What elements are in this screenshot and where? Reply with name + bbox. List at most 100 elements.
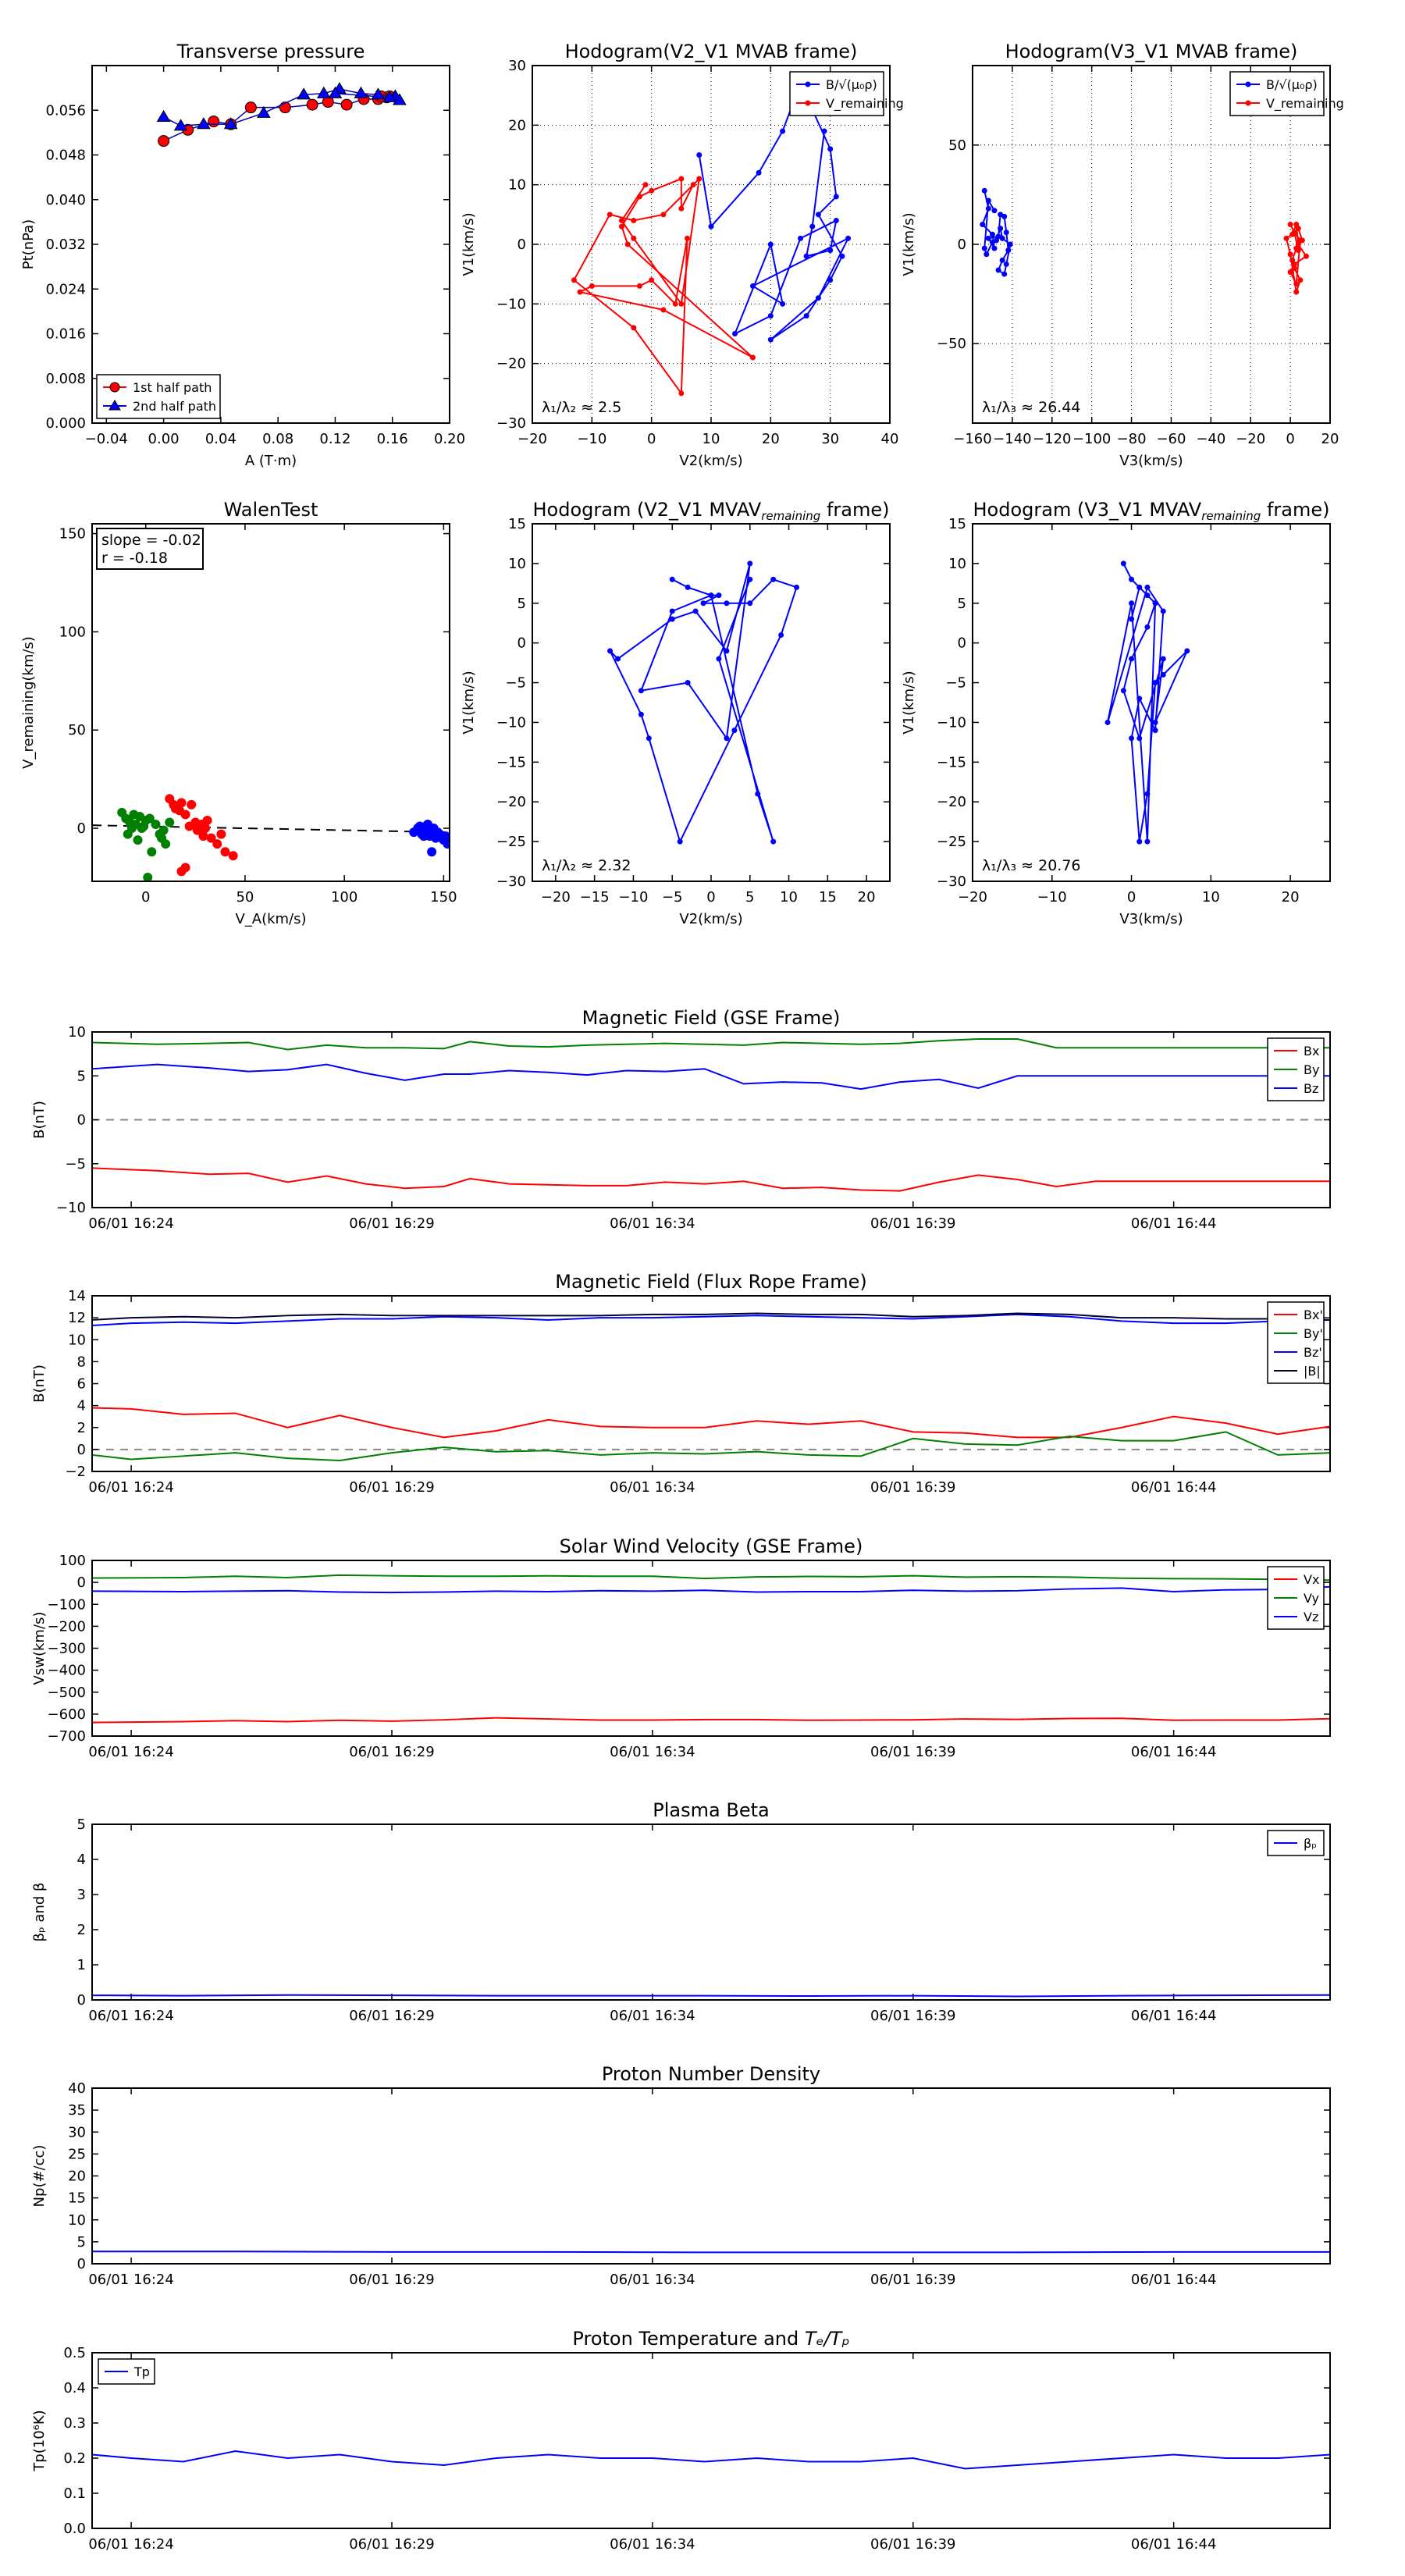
y-tick-label: 100 [59, 1553, 86, 1569]
data-point [133, 835, 143, 845]
data-point [770, 576, 777, 582]
plot-frame [91, 1823, 1331, 2001]
y-axis-label: Pt(nPa) [20, 219, 37, 269]
data-point [833, 217, 839, 223]
data-point [815, 212, 821, 218]
data-point [649, 277, 655, 283]
data-point [1293, 289, 1300, 295]
plot-frame [532, 65, 891, 424]
y-tick-label: 15 [68, 2190, 86, 2207]
data-point [1003, 229, 1009, 236]
data-point [571, 277, 577, 283]
data-point [1144, 584, 1151, 590]
data-point [1129, 656, 1135, 662]
x-tick-label: 06/01 16:34 [610, 1215, 695, 1232]
data-point [577, 289, 583, 295]
y-tick-label: 0.5 [63, 2345, 86, 2361]
data-point [1005, 247, 1012, 254]
data-point [144, 813, 155, 824]
chart-title: Hodogram(V2_V1 MVAB frame) [565, 41, 858, 62]
y-tick-label: −15 [937, 754, 966, 770]
y-tick-label: 0.048 [45, 148, 86, 164]
data-point [158, 135, 170, 148]
series-line-0 [92, 2250, 1330, 2254]
y-tick-label: 50 [68, 722, 86, 738]
x-tick-label: 06/01 16:44 [1131, 1215, 1216, 1232]
plot-area [92, 1312, 1330, 1461]
x-tick-label: −160 [953, 431, 991, 447]
data-point [660, 212, 667, 218]
legend: Vx Vy Vz [1267, 1566, 1325, 1630]
y-tick-label: 0.3 [63, 2415, 86, 2432]
data-point [678, 301, 685, 307]
x-tick-label: 06/01 16:34 [610, 2536, 695, 2553]
y-tick-label: 100 [59, 624, 86, 640]
x-tick-label: −100 [1072, 431, 1111, 447]
y-tick-label: 50 [948, 137, 966, 154]
data-point [198, 831, 208, 841]
legend-box [1229, 71, 1325, 116]
data-point [827, 146, 834, 152]
data-point [770, 838, 777, 845]
y-tick-label: −5 [945, 675, 966, 692]
legend-box [789, 71, 884, 116]
data-point [631, 217, 637, 223]
x-tick-label: 10 [780, 889, 798, 906]
data-point [1184, 648, 1190, 654]
y-tick-label: −700 [48, 1728, 86, 1745]
x-tick-label: 0 [141, 889, 150, 906]
series-line-0 [92, 2450, 1330, 2470]
x-tick-label: 06/01 16:24 [88, 1479, 173, 1496]
data-point [297, 87, 311, 100]
legend: βₚ [1267, 1830, 1325, 1856]
y-tick-label: −50 [937, 336, 966, 352]
plot-frame [91, 1295, 1331, 1472]
data-point [833, 194, 839, 200]
data-point [1291, 229, 1297, 236]
data-point [619, 223, 624, 229]
x-tick-label: 06/01 16:39 [870, 1215, 955, 1232]
x-tick-label: −20 [541, 889, 571, 906]
x-tick-label: 06/01 16:44 [1131, 1479, 1216, 1496]
y-tick-label: 0.4 [63, 2380, 86, 2396]
legend-label: B/√(μ₀ρ) [826, 77, 877, 92]
series-line-2 [92, 1585, 1330, 1594]
legend: 1st half path 2nd half path [96, 374, 221, 419]
data-point [999, 257, 1005, 263]
data-point [692, 608, 699, 614]
data-point [123, 829, 133, 839]
data-point [749, 283, 756, 289]
x-tick-label: −15 [580, 889, 610, 906]
data-point [1144, 838, 1151, 845]
y-tick-label: 5 [77, 1068, 86, 1084]
y-tick-label: −400 [48, 1663, 86, 1679]
x-tick-label: 10 [1202, 889, 1220, 906]
legend-marker [109, 382, 120, 393]
series-line-2 [92, 1063, 1330, 1091]
data-point [197, 117, 211, 130]
y-tick-label: 5 [77, 1816, 86, 1833]
y-tick-label: 0.0 [63, 2521, 86, 2537]
data-point [669, 608, 675, 614]
data-point [1120, 560, 1126, 567]
data-point [256, 105, 271, 118]
data-point [1293, 281, 1300, 287]
series-line-0 [1107, 563, 1188, 842]
y-axis-label: B(nT) [31, 1101, 48, 1139]
y-tick-label: 0 [77, 1112, 86, 1129]
data-point [991, 208, 998, 214]
data-point [180, 863, 190, 873]
data-point [998, 226, 1004, 232]
y-tick-label: 12 [68, 1310, 86, 1326]
y-tick-label: −20 [496, 794, 526, 810]
x-tick-label: 06/01 16:24 [88, 2536, 173, 2553]
x-tick-label: 06/01 16:29 [349, 1215, 434, 1232]
series-line-0 [92, 1994, 1330, 1998]
data-point [1144, 592, 1151, 599]
data-point [425, 831, 435, 841]
data-point [1104, 719, 1111, 725]
x-axis-label: V_A(km/s) [235, 911, 306, 927]
data-point [724, 735, 730, 742]
y-tick-label: 14 [68, 1288, 86, 1304]
